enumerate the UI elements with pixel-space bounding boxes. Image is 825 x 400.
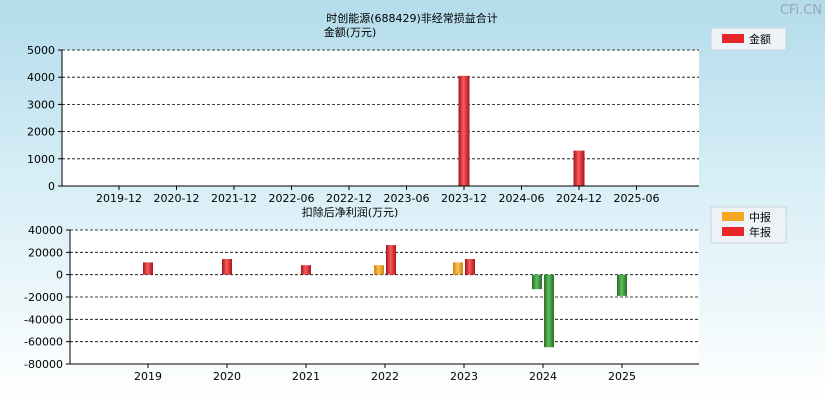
x-tick-label: 2021-12 [211, 192, 257, 205]
y-tick-label: 40000 [28, 224, 63, 237]
y-tick-label: 1000 [27, 153, 55, 166]
y-tick-label: 4000 [27, 71, 55, 84]
legend-net-profit: 中报 年报 [710, 206, 787, 244]
y-tick-label: -20000 [24, 291, 63, 304]
x-tick-label: 2020-12 [154, 192, 200, 205]
y-tick-label: 5000 [27, 44, 55, 57]
x-tick-label: 2020 [213, 370, 241, 383]
x-tick-label: 2023-12 [441, 192, 487, 205]
chart-title: 时创能源(688429)非经常损益合计 [326, 11, 498, 25]
y-tick-label: -40000 [24, 313, 63, 326]
chart-subtitle: 金额(万元) [324, 25, 377, 39]
x-tick-label: 2024-12 [556, 192, 602, 205]
legend-nonrecurring: 金额 [710, 27, 787, 51]
legend-swatch-annual [722, 227, 744, 236]
bar-annual-2019 [143, 262, 153, 275]
bar-interim-2023 [453, 262, 463, 275]
plot-area-net-profit [70, 230, 699, 364]
chart-net-profit: 扣除后净利润(万元) -80000 -60000 -40000 -20000 0 2000… [24, 205, 787, 383]
x-tick-label: 2021 [292, 370, 320, 383]
bar-annual-2024 [544, 274, 554, 348]
legend-label-interim: 中报 [749, 210, 771, 224]
legend-swatch-interim [722, 212, 744, 221]
bar-interim-2024 [532, 274, 542, 290]
x-tick-label: 2019-12 [96, 192, 142, 205]
x-tick-label: 2023 [450, 370, 478, 383]
bar-annual-2025 [617, 274, 627, 296]
x-tick-label: 2022-06 [269, 192, 315, 205]
legend-label-annual: 年报 [749, 225, 771, 239]
x-tick-label: 2025-06 [614, 192, 660, 205]
bar-amount-2024-12 [573, 150, 585, 186]
y-tick-label: 0 [56, 269, 63, 282]
bar-annual-2022 [386, 245, 396, 275]
y-tick-label: 2000 [27, 126, 55, 139]
x-tick-label: 2023-06 [384, 192, 430, 205]
x-tick-label: 2024-06 [499, 192, 545, 205]
x-tick-label: 2019 [134, 370, 162, 383]
y-tick-label: 0 [48, 180, 55, 193]
bar-annual-2021 [301, 265, 311, 275]
bar-interim-2022 [374, 265, 384, 275]
y-tick-label: 20000 [28, 246, 63, 259]
x-tick-label: 2022 [371, 370, 399, 383]
legend-label-amount: 金额 [749, 32, 771, 46]
watermark: CFi.CN [780, 3, 822, 18]
x-tick-label: 2025 [608, 370, 636, 383]
plot-area-nonrecurring [62, 50, 699, 186]
bar-annual-2023 [465, 259, 475, 275]
bar-amount-2023-12 [458, 75, 470, 186]
y-tick-label: 3000 [27, 98, 55, 111]
legend-swatch-amount [722, 34, 744, 43]
x-tick-label: 2022-12 [326, 192, 372, 205]
chart-nonrecurring: 时创能源(688429)非经常损益合计 金额(万元) 0 1000 2000 3000… [27, 11, 787, 205]
y-tick-label: -60000 [24, 336, 63, 349]
legend-box [710, 27, 787, 51]
x-tick-label: 2024 [529, 370, 557, 383]
bar-annual-2020 [222, 259, 232, 275]
chart-title: 扣除后净利润(万元) [302, 205, 399, 219]
y-tick-label: -80000 [24, 358, 63, 371]
